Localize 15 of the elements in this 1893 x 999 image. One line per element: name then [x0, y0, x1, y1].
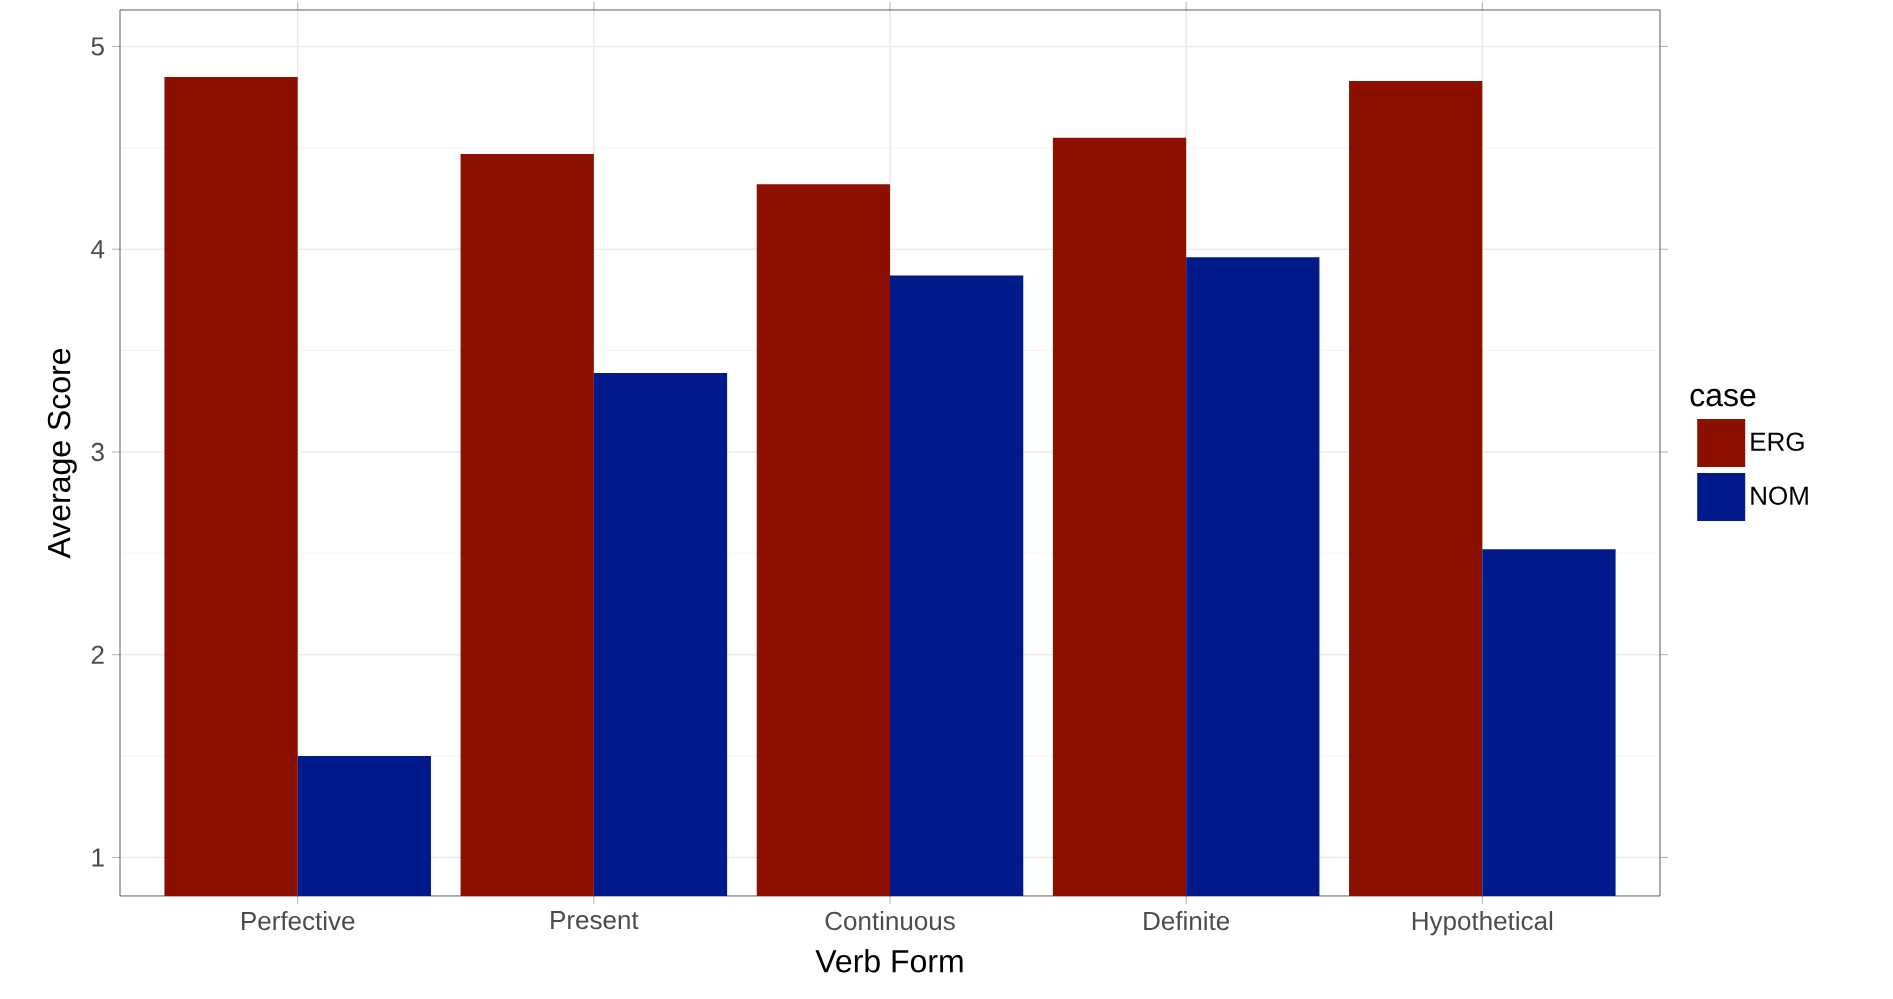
y-tick-label: 1	[92, 848, 104, 867]
x-tick-label: Continuous	[825, 911, 955, 931]
y-axis-title: Average Score	[47, 348, 77, 559]
x-tick-label: Hypothetical	[1412, 911, 1553, 936]
legend-label: NOM	[1751, 486, 1808, 505]
x-tick-label: Definite	[1144, 911, 1230, 931]
legend-label: ERG	[1751, 432, 1804, 451]
legend-title: case	[1690, 388, 1756, 407]
y-tick-label: 3	[91, 442, 104, 462]
y-tick-label: 5	[91, 37, 104, 56]
x-axis-title: Verb Form	[815, 949, 963, 973]
y-tick-label: 2	[91, 645, 104, 664]
x-tick-label: Perfective	[242, 911, 355, 931]
x-tick-label: Present	[551, 911, 639, 930]
y-tick-label: 4	[91, 240, 105, 259]
